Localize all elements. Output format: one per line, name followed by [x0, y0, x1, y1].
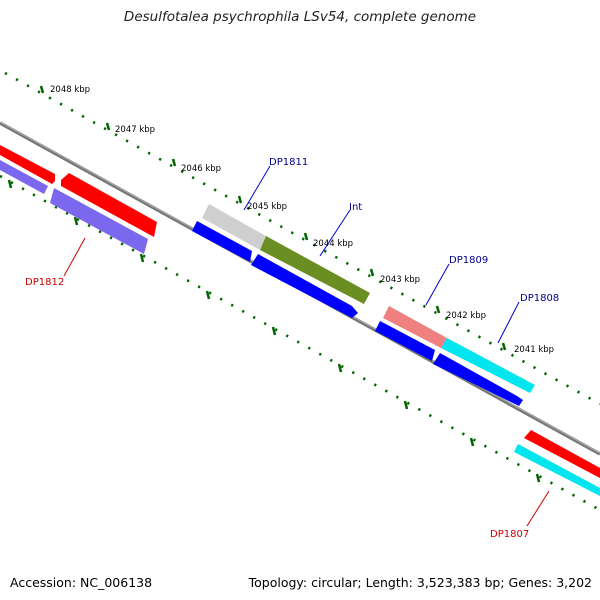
tick-label: 2042 kbp: [446, 311, 486, 321]
tick-2044: [303, 232, 309, 241]
gene-label-DP1807[interactable]: DP1807: [490, 529, 529, 540]
feature-red-DP1812-top[interactable]: [61, 173, 157, 237]
inner-tick: [205, 290, 211, 300]
forward-strand: [0, 145, 600, 478]
leader-DP1811: [243, 165, 271, 211]
accession-text: Accession: NC_006138: [10, 575, 153, 590]
topology-text: Topology: circular; Length: 3,523,383 bp…: [248, 575, 592, 590]
inner-tick: [73, 216, 79, 226]
leader-DP1808: [497, 301, 520, 344]
leader-DP1807: [526, 490, 550, 527]
gene-labels: DP1811 Int DP1809 DP1808 DP1812 DP1807: [25, 157, 559, 540]
feature-blue-a[interactable]: [192, 221, 252, 262]
gene-label-DP1811[interactable]: DP1811: [269, 157, 308, 168]
inner-tick: [337, 363, 343, 373]
tick-label: 2045 kbp: [247, 202, 287, 212]
leader-DP1812: [63, 237, 86, 277]
scale-ticks: 2048 kbp 2047 kbp 2046 kbp 2045 kbp 2044…: [7, 85, 554, 483]
feature-cyan-DP1807[interactable]: [514, 444, 600, 496]
feature-red-DP1807[interactable]: [524, 430, 600, 478]
feature-blue-b[interactable]: [251, 254, 358, 318]
inner-tick: [139, 253, 145, 263]
gene-label-DP1812[interactable]: DP1812: [25, 277, 64, 288]
inner-tick: [535, 473, 541, 483]
feature-purple-DP1812[interactable]: [50, 188, 148, 254]
feature-red-left[interactable]: [0, 145, 55, 184]
tick-2047: [105, 122, 111, 131]
map-title: Desulfotalea psychrophila LSv54, complet…: [123, 9, 477, 25]
feature-purple-left[interactable]: [0, 160, 48, 194]
inner-tick: [469, 437, 475, 447]
leader-lines: [63, 165, 550, 527]
gene-label-DP1808[interactable]: DP1808: [520, 293, 559, 304]
tick-label: 2048 kbp: [50, 85, 90, 95]
tick-2042: [435, 305, 441, 314]
reverse-strand: [0, 160, 600, 496]
tick-2048: [39, 85, 45, 94]
leader-Int: [319, 209, 351, 257]
tick-2045: [237, 195, 243, 204]
tick-label: 2044 kbp: [313, 239, 353, 249]
feature-blue-d[interactable]: [433, 353, 523, 406]
tick-label: 2041 kbp: [514, 345, 554, 355]
tick-label: 2046 kbp: [181, 164, 221, 174]
feature-blue-c[interactable]: [375, 321, 435, 361]
tick-label: 2043 kbp: [380, 275, 420, 285]
feature-olive-Int[interactable]: [260, 236, 370, 304]
feature-gray-DP1811[interactable]: [202, 204, 266, 250]
tick-label: 2047 kbp: [115, 125, 155, 135]
leader-DP1809: [425, 263, 450, 306]
inner-tick: [271, 326, 277, 336]
tick-2041: [501, 342, 507, 351]
feature-pink-DP1809[interactable]: [383, 306, 447, 348]
inner-scale-line: [0, 174, 600, 512]
inner-tick: [7, 179, 13, 189]
scale-dots: [0, 71, 600, 512]
inner-tick: [403, 400, 409, 410]
tick-2043: [369, 268, 375, 277]
tick-2046: [171, 158, 177, 167]
gene-label-Int[interactable]: Int: [349, 202, 362, 213]
outer-scale-line: [4, 71, 600, 406]
gene-label-DP1809[interactable]: DP1809: [449, 255, 488, 266]
feature-cyan-DP1808[interactable]: [441, 338, 535, 393]
